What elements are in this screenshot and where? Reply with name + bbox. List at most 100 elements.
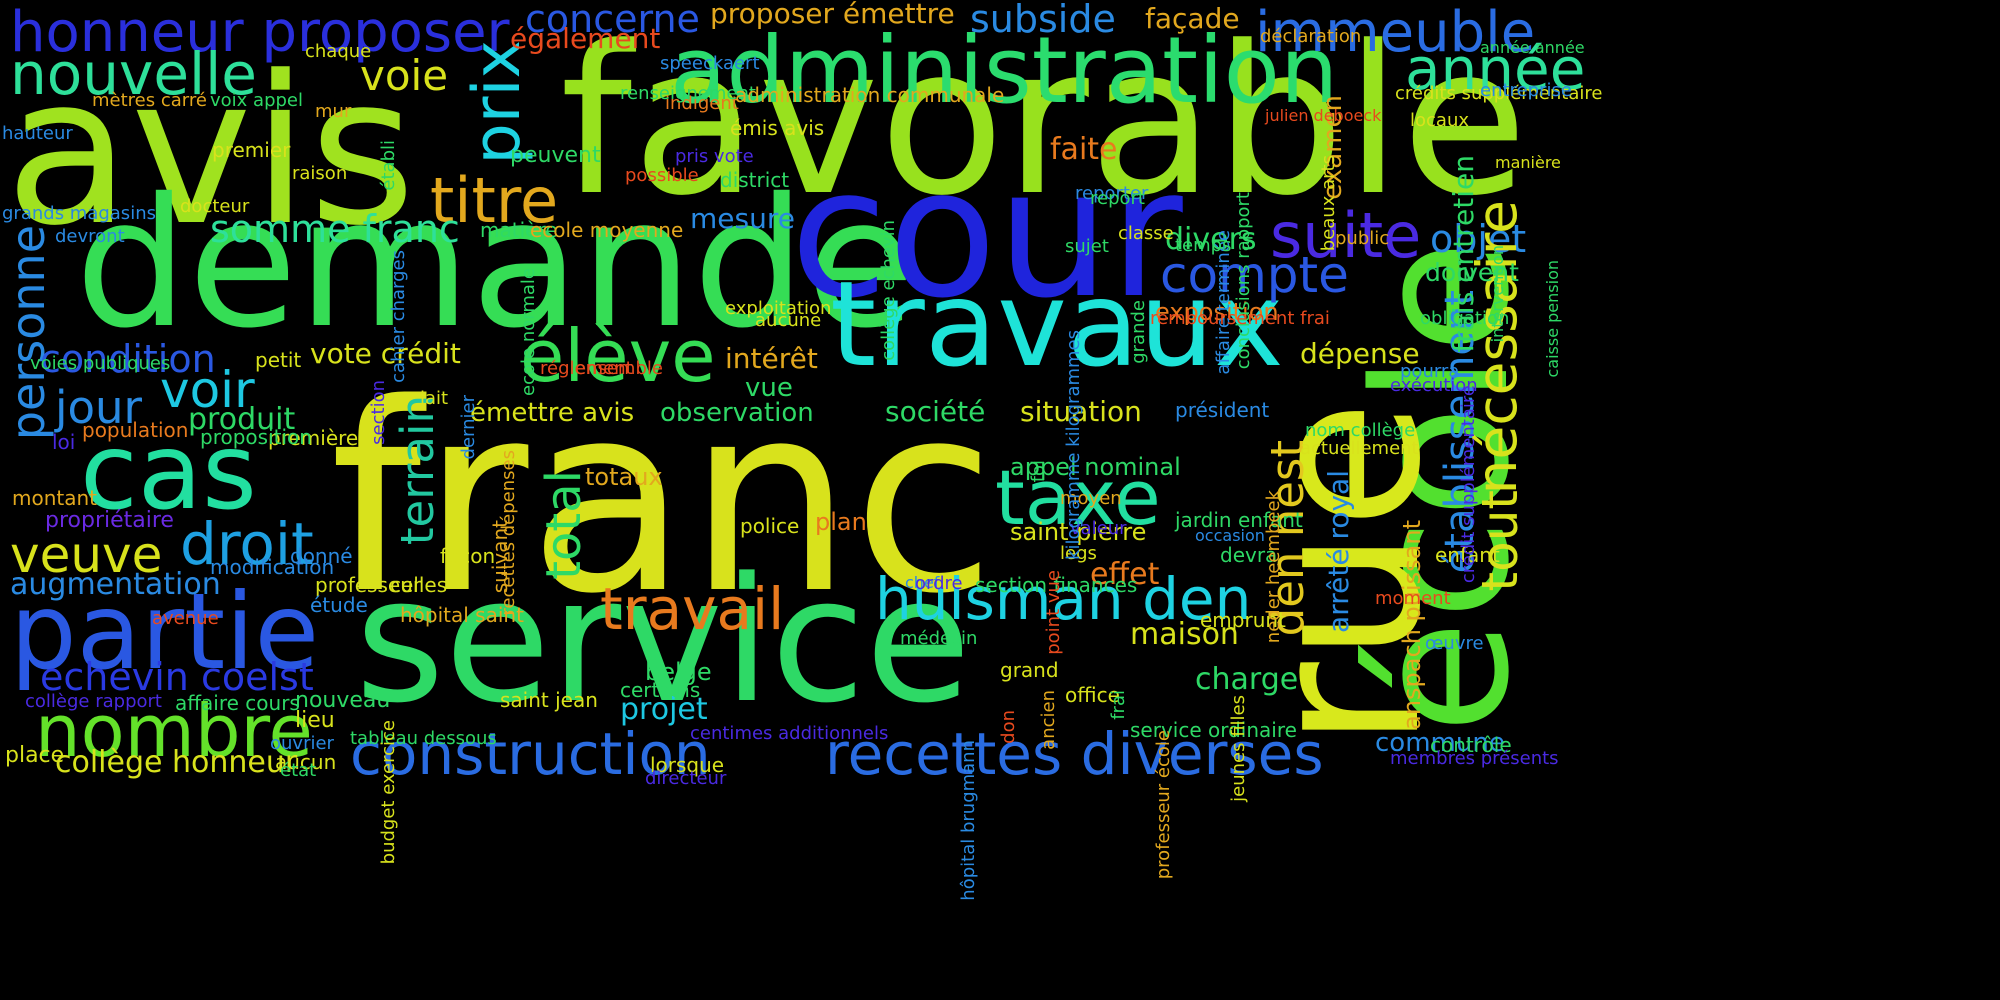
word-compte: compte — [1160, 246, 1349, 304]
word-echevin-coelst: echevin coelst — [40, 655, 314, 699]
word-nouveau: nouveau — [295, 688, 391, 713]
word-moyen: moyen — [1060, 488, 1122, 509]
word-reporter: reporter — [1075, 183, 1149, 204]
word-vote-credit: vote crédit — [310, 337, 461, 370]
word-administration-communale: administration communale — [735, 83, 1005, 107]
word-matiere: matière — [480, 218, 558, 242]
word-membres-presents: membres présents — [1390, 748, 1559, 769]
word-celles: celles — [390, 573, 448, 597]
word-foi: foi — [1028, 460, 1049, 483]
word-nom-college: nom collège — [1305, 420, 1416, 441]
word-franc: franc — [330, 349, 996, 651]
word-chef: chef — [905, 573, 940, 592]
word-metres-carre: mètres carré — [92, 90, 207, 111]
word-jeunes-filles: jeunes filles — [1228, 695, 1249, 802]
word-budget-exercice: budget exercice — [378, 720, 399, 865]
word-lorsque: lorsque — [650, 753, 725, 777]
word-jour: jour — [55, 381, 143, 434]
word-entreprise: entreprise — [1480, 80, 1572, 101]
word-nombre: nombre — [35, 689, 313, 773]
word-etude: étude — [310, 593, 368, 617]
word-projet: projet — [620, 692, 708, 727]
word-occasion: occasion — [1195, 526, 1265, 545]
word-suite: suite — [1270, 199, 1422, 272]
word-ecole-moyenne: ecole moyenne — [530, 218, 684, 242]
word-concerne: concerne — [525, 0, 700, 41]
word-loi: loi — [52, 430, 76, 454]
word-depense: dépense — [1300, 337, 1420, 370]
word-saint-jean: saint jean — [500, 688, 598, 712]
word-college-honneur: collège honneur — [55, 745, 298, 780]
word-cour: cour — [790, 130, 1183, 337]
word-classe: classe — [1118, 223, 1174, 244]
word-report: report — [1090, 188, 1145, 209]
word-chaque: chaque — [305, 41, 372, 62]
word-voir: voir — [160, 361, 255, 419]
word-avis: avis — [5, 33, 416, 271]
word-valeur: valeur — [1070, 518, 1127, 539]
word-exploitation: exploitation — [725, 298, 832, 319]
word-legs: legs — [1060, 543, 1097, 564]
word-favorable: favorable — [560, 3, 1528, 241]
word-total: total — [536, 470, 592, 580]
word-mesure: mesure — [690, 202, 795, 235]
word-oeuvre: œuvre — [1425, 633, 1484, 654]
word-pris-vote: pris vote — [675, 146, 754, 167]
word-appel-nominal: appel nominal — [1010, 453, 1181, 481]
word-college-rapport: collège rapport — [25, 691, 162, 712]
word-emis-avis: émis avis — [730, 116, 825, 140]
word-totaux: totaux — [585, 463, 663, 491]
word-sujet: sujet — [1065, 236, 1109, 257]
word-professeur: professeur — [315, 573, 422, 597]
word-avenue: avenue — [152, 608, 219, 629]
word-president: président — [1175, 398, 1270, 422]
word-frai: frai — [1108, 690, 1129, 720]
word-objet: objet — [1430, 217, 1527, 261]
word-speeckaert: speeckaert — [660, 53, 760, 74]
word-police: police — [740, 514, 800, 538]
word-huisman-den: huisman den — [875, 565, 1252, 633]
word-petit: petit — [255, 348, 302, 372]
word-emettre-avis: émettre avis — [470, 398, 635, 428]
word-grands-magasins: grands magasins — [2, 203, 156, 224]
word-possible: possible — [625, 165, 699, 186]
word-section-finances: section finances — [975, 573, 1138, 597]
word-droit: droit — [180, 510, 314, 578]
word-montant: montant — [12, 486, 98, 510]
word-ecole-normale: ecole normale — [518, 268, 539, 396]
word-anspach-puissant: anspach puissant — [1398, 520, 1426, 730]
word-docteur: docteur — [180, 196, 250, 217]
word-devront: devront — [55, 226, 125, 247]
word-etat: état — [280, 760, 317, 781]
word-annee-annee: année année — [1480, 38, 1585, 57]
word-cahier-charges: cahier charges — [388, 250, 409, 383]
word-premier: premier — [212, 138, 291, 162]
word-belge: belge — [645, 658, 712, 686]
word-remboursement-frai: remboursement frai — [1150, 308, 1330, 329]
word-modification: modification — [210, 555, 335, 579]
word-proposition: proposition — [200, 425, 312, 449]
word-recettes-diverses: recettes diverses — [825, 720, 1324, 788]
word-taxe: taxe — [995, 453, 1161, 542]
word-annee: année — [1405, 35, 1586, 103]
word-certains: certains — [620, 678, 701, 702]
word-plan: plan — [815, 508, 867, 536]
word-kilogramme-kilogrammes: kilogramme kilogrammes — [1063, 330, 1084, 560]
word-charge: charge — [1195, 662, 1299, 697]
word-doivent: doivent — [1425, 258, 1519, 287]
word-college-echevin: collège echevin — [878, 220, 899, 361]
word-ordre: ordre — [915, 573, 963, 594]
word-locaux: locaux — [1410, 110, 1470, 131]
word-honneur-proposer: honneur proposer — [10, 0, 510, 65]
word-conclusions-rapport: conclusions rapport — [1233, 192, 1254, 370]
word-condition: condition — [40, 337, 216, 381]
word-declaration: déclaration — [1260, 26, 1362, 47]
word-egalement: également — [510, 22, 661, 55]
word-nouvelle: nouvelle — [10, 40, 257, 108]
word-district: district — [720, 168, 790, 192]
word-aucun: aucun — [275, 750, 337, 774]
word-jardin-enfant: jardin enfant — [1175, 508, 1303, 532]
word-directeur: directeur — [645, 768, 727, 789]
word-exposition: exposition — [1155, 298, 1279, 326]
